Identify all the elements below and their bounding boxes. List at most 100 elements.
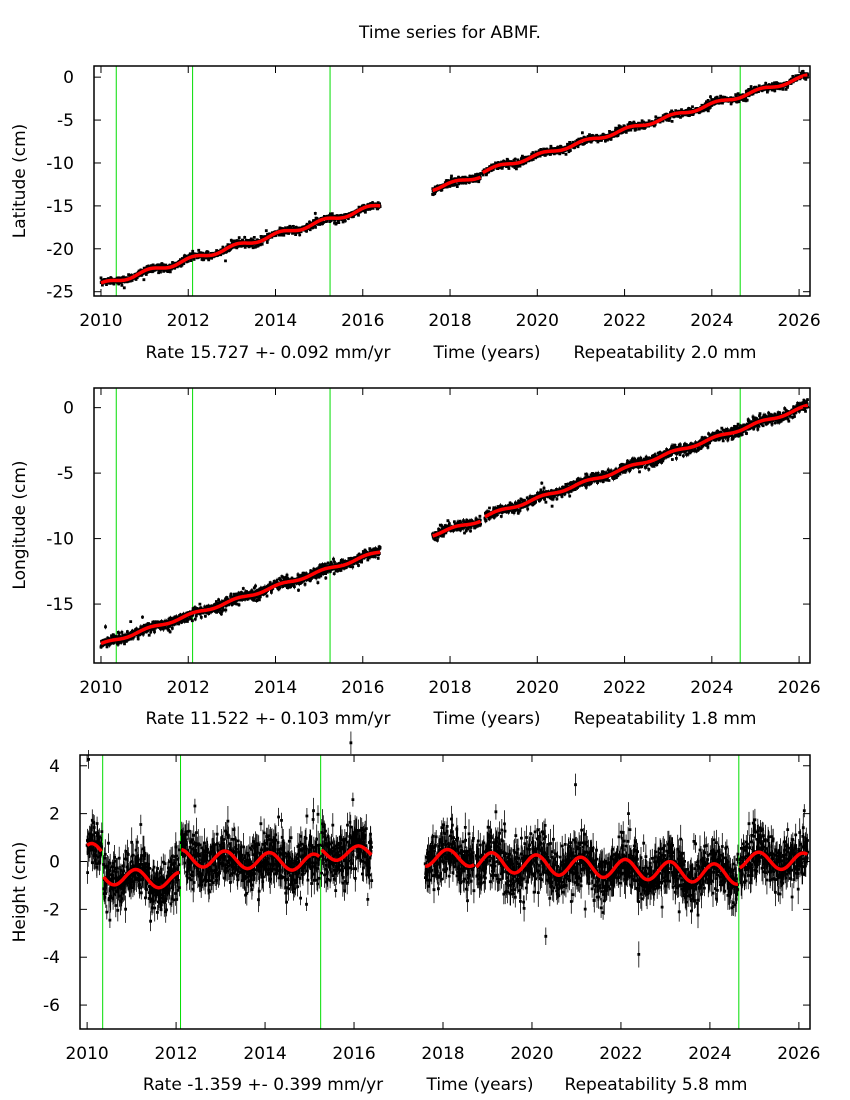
latitude-y-tick-label: -25 bbox=[46, 283, 74, 303]
latitude-x-tick-label: 2010 bbox=[79, 311, 122, 331]
longitude-data-point bbox=[446, 519, 450, 523]
latitude-y-tick-label: 0 bbox=[63, 68, 74, 88]
latitude-repeatability-label: Repeatability 2.0 mm bbox=[574, 343, 757, 363]
longitude-data-point bbox=[566, 482, 570, 486]
longitude-data-point bbox=[241, 586, 245, 591]
latitude-data-point bbox=[608, 130, 611, 133]
latitude-x-axis-label: Time (years) bbox=[432, 343, 540, 363]
longitude-data-point bbox=[204, 614, 207, 618]
latitude-data-point bbox=[314, 225, 317, 229]
latitude-x-tick-label: 2022 bbox=[603, 311, 646, 331]
latitude-x-tick-label: 2024 bbox=[690, 311, 733, 331]
latitude-data-point bbox=[357, 213, 360, 217]
latitude-data-point bbox=[745, 98, 749, 102]
latitude-y-tick-label: -15 bbox=[46, 197, 74, 217]
longitude-data-point bbox=[671, 458, 674, 461]
longitude-data-point bbox=[222, 608, 225, 612]
latitude-data-point bbox=[168, 270, 172, 274]
latitude-data-point bbox=[737, 100, 741, 104]
latitude-x-tick-label: 2026 bbox=[777, 311, 820, 331]
longitude-data-point bbox=[324, 576, 328, 580]
longitude-data-point bbox=[376, 556, 380, 560]
latitude-x-tick-label: 2012 bbox=[167, 311, 210, 331]
latitude-data-point bbox=[334, 221, 338, 225]
longitude-data-point bbox=[638, 470, 641, 474]
latitude-data-point bbox=[670, 120, 674, 123]
latitude-x-tick-label: 2020 bbox=[516, 311, 559, 331]
latitude-data-point bbox=[224, 259, 227, 263]
longitude-data-point bbox=[136, 637, 140, 641]
latitude-data-point bbox=[148, 270, 152, 273]
latitude-y-tick-label: -10 bbox=[46, 154, 74, 174]
longitude-data-point bbox=[168, 630, 172, 634]
latitude-data-point bbox=[513, 157, 517, 161]
latitude-data-point bbox=[481, 173, 485, 177]
latitude-data-point bbox=[105, 283, 108, 286]
latitude-data-point bbox=[634, 127, 638, 131]
latitude-data-point bbox=[120, 283, 124, 287]
latitude-data-point bbox=[202, 257, 206, 261]
latitude-data-point bbox=[284, 226, 287, 230]
latitude-data-point bbox=[313, 211, 317, 216]
latitude-data-point bbox=[479, 172, 482, 175]
latitude-data-point bbox=[298, 233, 302, 237]
latitude-data-point bbox=[654, 115, 658, 119]
longitude-data-point bbox=[378, 545, 382, 550]
latitude-data-point bbox=[706, 109, 710, 113]
longitude-data-point bbox=[129, 620, 133, 623]
chart-title: Time series for ABMF. bbox=[358, 23, 541, 43]
latitude-data-point bbox=[804, 78, 808, 81]
latitude-data-point bbox=[564, 153, 568, 156]
latitude-panel: 2010 2012 2014 2016 2018 2020 2022 2024 2026 0 -5 -… bbox=[10, 65, 821, 363]
longitude-data-point bbox=[235, 602, 239, 606]
latitude-data-point bbox=[192, 257, 196, 261]
latitude-data-point bbox=[197, 248, 201, 252]
latitude-data-point bbox=[521, 154, 524, 158]
longitude-data-point bbox=[478, 514, 482, 518]
latitude-data-point bbox=[330, 212, 334, 216]
latitude-data-point bbox=[311, 226, 314, 230]
latitude-data-point bbox=[264, 229, 268, 233]
latitude-data-point bbox=[629, 128, 633, 132]
latitude-data-point bbox=[189, 259, 193, 262]
longitude-data-point bbox=[105, 645, 109, 649]
latitude-x-tick-label: 2018 bbox=[428, 311, 471, 331]
latitude-data-point bbox=[569, 149, 572, 152]
latitude-x-tick-label: 2016 bbox=[341, 311, 384, 331]
latitude-data-point bbox=[455, 185, 459, 188]
latitude-data-point bbox=[122, 286, 126, 290]
longitude-data-point bbox=[336, 569, 339, 573]
latitude-data-point bbox=[265, 240, 269, 244]
latitude-data-point bbox=[691, 105, 694, 109]
longitude-data-point bbox=[368, 547, 372, 551]
longitude-data-point bbox=[366, 558, 370, 562]
longitude-data-point bbox=[319, 574, 323, 578]
latitude-data-point bbox=[715, 95, 719, 99]
latitude-rate-label: Rate 15.727 +- 0.092 mm/yr bbox=[145, 343, 390, 363]
latitude-data-point bbox=[581, 131, 584, 135]
latitude-data-point bbox=[237, 236, 241, 240]
latitude-data-point bbox=[337, 221, 341, 224]
longitude-data-point bbox=[516, 511, 520, 515]
longitude-data-point bbox=[141, 615, 144, 619]
longitude-data-point bbox=[357, 563, 360, 568]
latitude-data-point bbox=[364, 210, 367, 214]
latitude-data-point bbox=[206, 250, 210, 254]
latitude-y-tick-label: -5 bbox=[57, 111, 74, 131]
latitude-data-point bbox=[709, 95, 712, 99]
longitude-data-point bbox=[618, 472, 622, 476]
longitude-data-point bbox=[469, 529, 472, 533]
latitude-data-point bbox=[736, 92, 740, 96]
latitude-data-point bbox=[252, 236, 256, 239]
latitude-data-point bbox=[322, 221, 326, 224]
latitude-data-point bbox=[343, 219, 347, 223]
latitude-data-point bbox=[507, 167, 511, 170]
longitude-data-point bbox=[544, 500, 548, 504]
latitude-data-point bbox=[243, 235, 247, 239]
latitude-x-tick-label: 2014 bbox=[254, 311, 297, 331]
latitude-data-point bbox=[258, 243, 262, 247]
longitude-data-point bbox=[287, 585, 290, 590]
latitude-data-point bbox=[305, 229, 308, 233]
